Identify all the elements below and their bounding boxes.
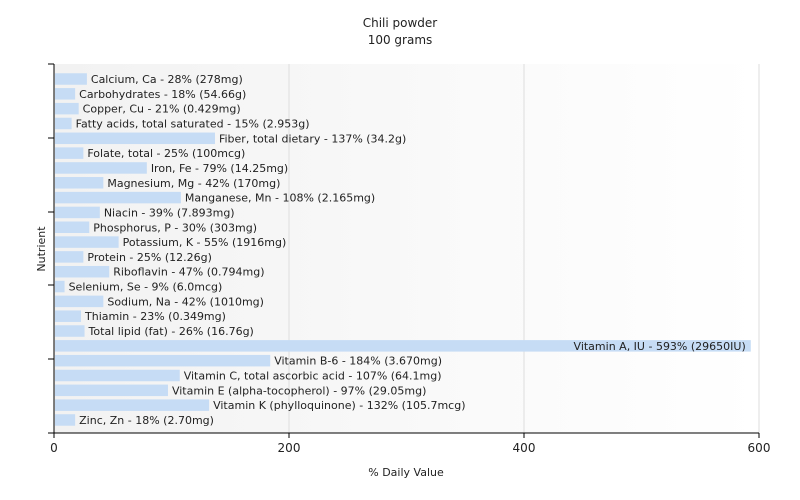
bar — [55, 325, 85, 337]
bar — [55, 88, 76, 100]
bar-label: Vitamin K (phylloquinone) - 132% (105.7m… — [213, 399, 465, 412]
bar — [55, 265, 110, 278]
bar — [55, 295, 104, 308]
bar-label: Manganese, Mn - 108% (2.165mg) — [185, 192, 375, 205]
bar — [55, 206, 100, 219]
bar — [55, 236, 119, 248]
bar-label: Zinc, Zn - 18% (2.70mg) — [79, 414, 214, 427]
bar — [55, 354, 271, 367]
bar-label: Riboflavin - 47% (0.794mg) — [113, 266, 264, 279]
bar-label: Sodium, Na - 42% (1010mg) — [107, 295, 264, 308]
bar — [55, 280, 65, 293]
bar — [55, 310, 82, 322]
x-tick-label: 600 — [748, 441, 771, 455]
bar — [55, 73, 87, 85]
bar — [55, 221, 90, 233]
grid-lines — [288, 64, 760, 433]
bar — [55, 117, 72, 130]
bar — [55, 132, 215, 145]
bar-label: Selenium, Se - 9% (6.0mcg) — [69, 281, 223, 294]
x-tick-label: 0 — [50, 441, 58, 455]
bar-label: Niacin - 39% (7.893mg) — [104, 206, 235, 219]
y-axis-title: Nutrient — [35, 226, 48, 272]
bar-label: Fatty acids, total saturated - 15% (2.95… — [76, 117, 310, 130]
bar — [55, 162, 147, 174]
x-tick-label: 400 — [513, 441, 536, 455]
bar-label: Thiamin - 23% (0.349mg) — [84, 310, 226, 323]
x-tick-label: 200 — [278, 441, 301, 455]
bar — [55, 102, 79, 115]
bar-label: Calcium, Ca - 28% (278mg) — [91, 73, 243, 86]
bar — [55, 369, 180, 382]
x-axis-title: % Daily Value — [368, 466, 444, 479]
bars: Calcium, Ca - 28% (278mg) Carbohydrates -… — [55, 73, 751, 427]
y-axis-ticks — [48, 63, 54, 434]
bar-label: Total lipid (fat) - 26% (16.76g) — [88, 325, 254, 338]
bar-label: Protein - 25% (12.26g) — [87, 251, 212, 264]
bar-label: Carbohydrates - 18% (54.66g) — [79, 88, 246, 101]
bar-label: Iron, Fe - 79% (14.25mg) — [151, 162, 288, 175]
bar — [55, 191, 181, 204]
bar-label: Vitamin A, IU - 593% (29650IU) — [574, 340, 746, 353]
chart-title: Chili powder — [363, 16, 438, 30]
bar — [55, 251, 84, 263]
bar-label: Copper, Cu - 21% (0.429mg) — [83, 103, 241, 116]
bar — [55, 399, 210, 411]
chart-subtitle: 100 grams — [368, 33, 433, 47]
bar — [55, 177, 104, 189]
bar-label: Potassium, K - 55% (1916mg) — [123, 236, 287, 249]
bar-label: Folate, total - 25% (100mcg) — [87, 147, 245, 160]
bar-label: Vitamin B-6 - 184% (3.670mg) — [274, 355, 442, 368]
x-axis-ticks: 0 200 400 600 — [50, 433, 770, 455]
bar — [55, 384, 168, 397]
bar-label: Fiber, total dietary - 137% (34.2g) — [219, 132, 406, 145]
bar-label: Vitamin C, total ascorbic acid - 107% (6… — [184, 370, 442, 383]
bar-label: Phosphorus, P - 30% (303mg) — [93, 221, 257, 234]
bar — [55, 340, 751, 352]
bar-label: Vitamin E (alpha-tocopherol) - 97% (29.0… — [172, 384, 426, 397]
bar-label: Magnesium, Mg - 42% (170mg) — [107, 177, 280, 190]
bar — [55, 147, 84, 159]
bar — [55, 414, 76, 426]
